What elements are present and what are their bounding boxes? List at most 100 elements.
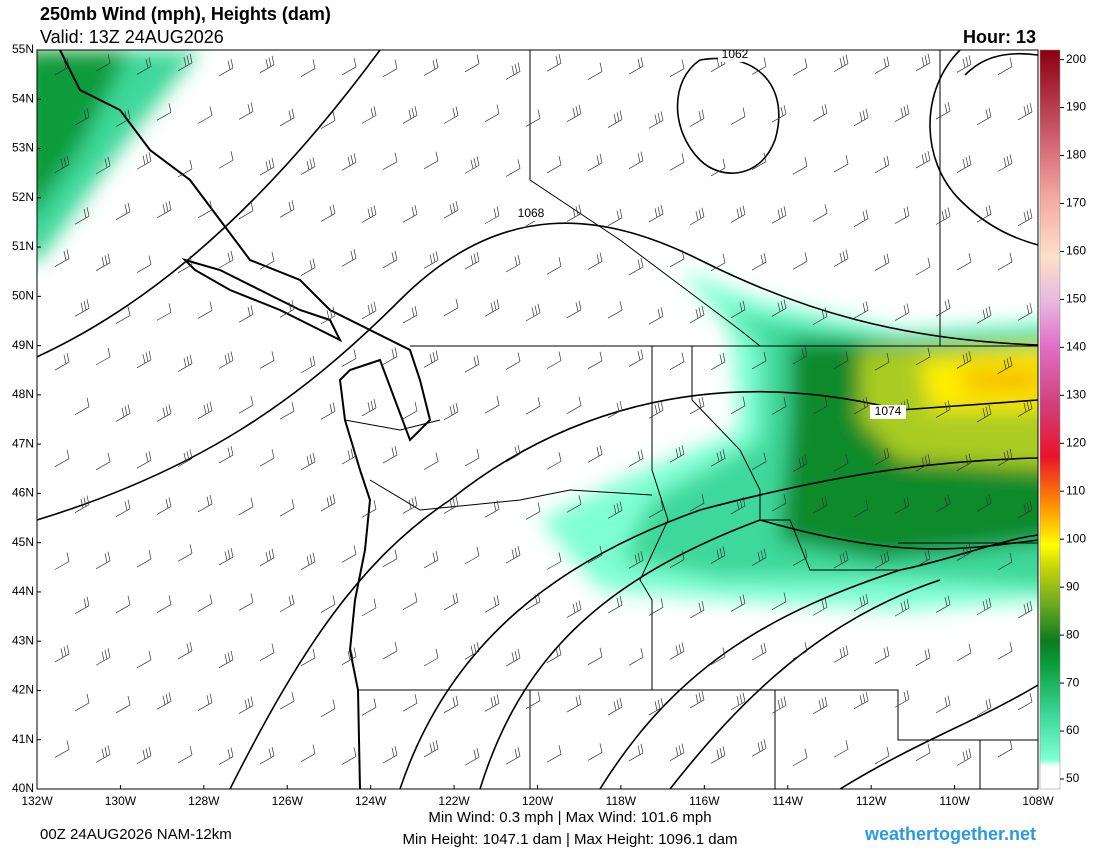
wind-barb <box>464 748 480 766</box>
wind-barb <box>566 695 582 713</box>
wind-barb <box>812 397 828 415</box>
wind-barb <box>136 57 152 75</box>
wind-barb <box>279 692 295 710</box>
wind-barb <box>505 62 521 80</box>
wind-barb <box>484 694 500 712</box>
wind-barb <box>751 452 767 470</box>
wind-barb <box>136 746 152 765</box>
wind-barb <box>505 546 521 564</box>
colorbar-label: 120 <box>1066 435 1086 449</box>
wind-barb <box>443 106 459 124</box>
lat-label: 55N <box>12 42 34 56</box>
wind-barb <box>95 347 111 366</box>
wind-barb <box>833 351 849 369</box>
wind-barb <box>95 452 111 471</box>
wind-barbs <box>54 53 1033 767</box>
wind-barb <box>833 454 849 472</box>
lat-label: 44N <box>12 584 34 598</box>
wind-barb <box>238 305 254 323</box>
wind-barb <box>956 252 972 271</box>
wind-barb <box>689 494 705 512</box>
colorbar-label: 70 <box>1066 675 1080 689</box>
wind-barb <box>423 739 439 758</box>
wind-barb <box>238 396 254 414</box>
wind-barb <box>874 447 890 466</box>
height-range: Min Height: 1047.1 dam | Max Height: 109… <box>403 831 738 848</box>
wind-barb <box>628 551 644 569</box>
wind-barb <box>956 453 972 471</box>
wind-barb <box>894 206 910 224</box>
wind-barb <box>976 698 992 716</box>
wind-barb <box>382 347 398 365</box>
wind-barb <box>136 255 152 273</box>
wind-barb <box>587 153 603 172</box>
wind-barb <box>156 497 172 515</box>
wind-barb <box>525 109 541 127</box>
wind-barb <box>300 744 316 762</box>
wind-barb <box>300 59 316 77</box>
wind-barb <box>874 746 890 765</box>
wind-barb <box>976 107 992 126</box>
lat-label: 51N <box>12 239 34 253</box>
wind-barb <box>361 398 377 417</box>
wind-barb <box>238 102 254 120</box>
wind-barb <box>382 745 398 764</box>
wind-barb <box>156 103 172 121</box>
colorbar-label: 50 <box>1066 771 1080 785</box>
lon-label: 110W <box>939 794 970 808</box>
wind-barb <box>587 62 603 80</box>
wind-barb <box>997 642 1013 660</box>
wind-barb <box>689 109 705 127</box>
wind-barb <box>464 251 480 270</box>
wind-barb <box>607 400 623 419</box>
wind-barb <box>607 501 623 519</box>
contour-label: 1074 <box>875 404 902 418</box>
colorbar-label: 160 <box>1066 244 1086 258</box>
wind-barb <box>177 641 193 660</box>
borders <box>59 50 1038 789</box>
wind-barb <box>197 200 213 219</box>
wind-barb <box>300 157 316 175</box>
wind-barb <box>812 598 828 616</box>
wind-barb <box>771 696 787 714</box>
wind-barb <box>648 401 664 419</box>
colorbar-label: 90 <box>1066 579 1080 593</box>
wind-barb <box>935 494 951 513</box>
wind-barb <box>443 298 459 317</box>
wind-barb <box>300 648 316 667</box>
lon-label: 126W <box>272 794 304 808</box>
wind-barb <box>95 253 111 271</box>
wind-barb <box>464 355 480 373</box>
wind-barb <box>259 746 275 765</box>
wind-barb <box>484 396 500 414</box>
wind-barb <box>915 453 931 472</box>
wind-barb <box>771 397 787 415</box>
wind-barb <box>423 648 439 667</box>
wind-barb <box>669 550 685 568</box>
wind-barb <box>54 552 70 570</box>
wind-barb <box>95 54 111 72</box>
wind-barb <box>833 645 849 663</box>
wind-barb <box>320 306 336 325</box>
wind-barb <box>689 601 705 619</box>
wind-barb <box>546 645 562 664</box>
height-contours <box>37 50 1038 789</box>
wind-barb <box>341 647 357 665</box>
wind-barb <box>751 642 767 661</box>
wind-barb <box>997 57 1013 76</box>
wind-barb <box>546 257 562 275</box>
wind-barb <box>320 595 336 613</box>
colorbar-label: 140 <box>1066 340 1086 354</box>
wind-barb <box>505 747 521 765</box>
title: 250mb Wind (mph), Heights (dam) <box>40 4 331 24</box>
wind-barb <box>894 599 910 617</box>
wind-barb <box>443 201 459 219</box>
wind-barb <box>669 59 685 78</box>
wind-barb <box>341 249 357 267</box>
wind-barb <box>259 55 275 74</box>
wind-barb <box>792 346 808 365</box>
wind-barb <box>443 695 459 714</box>
wind-barb <box>812 204 828 222</box>
wind-barb <box>197 301 213 319</box>
wind-barb <box>95 156 111 175</box>
